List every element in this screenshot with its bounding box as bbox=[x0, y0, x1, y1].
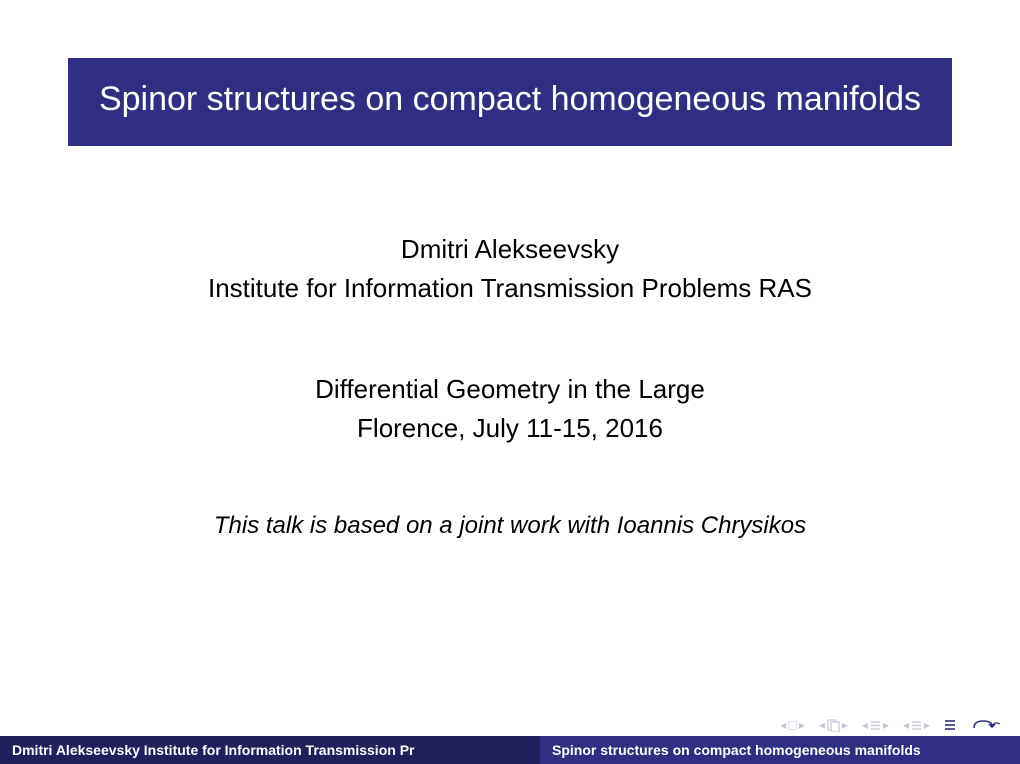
note-text: This talk is based on a joint work with … bbox=[214, 512, 806, 539]
frame-icon: □ bbox=[788, 717, 796, 733]
nav-strip: ◂ □ ▸ ◂ ▸ ◂ ▸ ◂ ▸ bbox=[0, 714, 1020, 736]
author-block: Dmitri Alekseevsky Institute for Informa… bbox=[68, 230, 952, 308]
footer-title-text: Spinor structures on compact homogeneous… bbox=[552, 742, 921, 758]
triangle-left-icon: ◂ bbox=[780, 718, 786, 732]
collaboration-note: This talk is based on a joint work with … bbox=[68, 512, 952, 540]
slide-content: Dmitri Alekseevsky Institute for Informa… bbox=[68, 200, 952, 540]
nav-section[interactable]: ◂ ▸ bbox=[819, 718, 848, 732]
nav-first[interactable]: ◂ □ ▸ bbox=[780, 717, 805, 733]
lines-icon bbox=[911, 720, 922, 731]
venue-block: Differential Geometry in the Large Flore… bbox=[68, 370, 952, 448]
triangle-right-icon: ▸ bbox=[842, 718, 848, 732]
doc-icon bbox=[827, 719, 840, 732]
triangle-left-icon: ◂ bbox=[819, 718, 825, 732]
nav-subsection[interactable]: ◂ ▸ bbox=[862, 718, 889, 732]
nav-slide[interactable]: ◂ ▸ bbox=[903, 718, 930, 732]
author-name: Dmitri Alekseevsky bbox=[68, 230, 952, 269]
footer-author: Dmitri Alekseevsky Institute for Informa… bbox=[0, 736, 540, 764]
author-institute: Institute for Information Transmission P… bbox=[68, 269, 952, 308]
conference-name: Differential Geometry in the Large bbox=[68, 370, 952, 409]
triangle-right-icon: ▸ bbox=[883, 718, 889, 732]
lines-accent-icon[interactable] bbox=[944, 719, 956, 731]
slide-title: Spinor structures on compact homogeneous… bbox=[68, 58, 952, 146]
triangle-left-icon: ◂ bbox=[862, 718, 868, 732]
title-text: Spinor structures on compact homogeneous… bbox=[99, 80, 921, 118]
location-date: Florence, July 11-15, 2016 bbox=[68, 409, 952, 448]
footer-title: Spinor structures on compact homogeneous… bbox=[540, 736, 1020, 764]
undo-icon[interactable] bbox=[970, 718, 1002, 732]
lines-icon bbox=[870, 720, 881, 731]
footer: Dmitri Alekseevsky Institute for Informa… bbox=[0, 736, 1020, 764]
triangle-right-icon: ▸ bbox=[924, 718, 930, 732]
triangle-right-icon: ▸ bbox=[799, 718, 805, 732]
footer-author-text: Dmitri Alekseevsky Institute for Informa… bbox=[12, 742, 414, 758]
triangle-left-icon: ◂ bbox=[903, 718, 909, 732]
